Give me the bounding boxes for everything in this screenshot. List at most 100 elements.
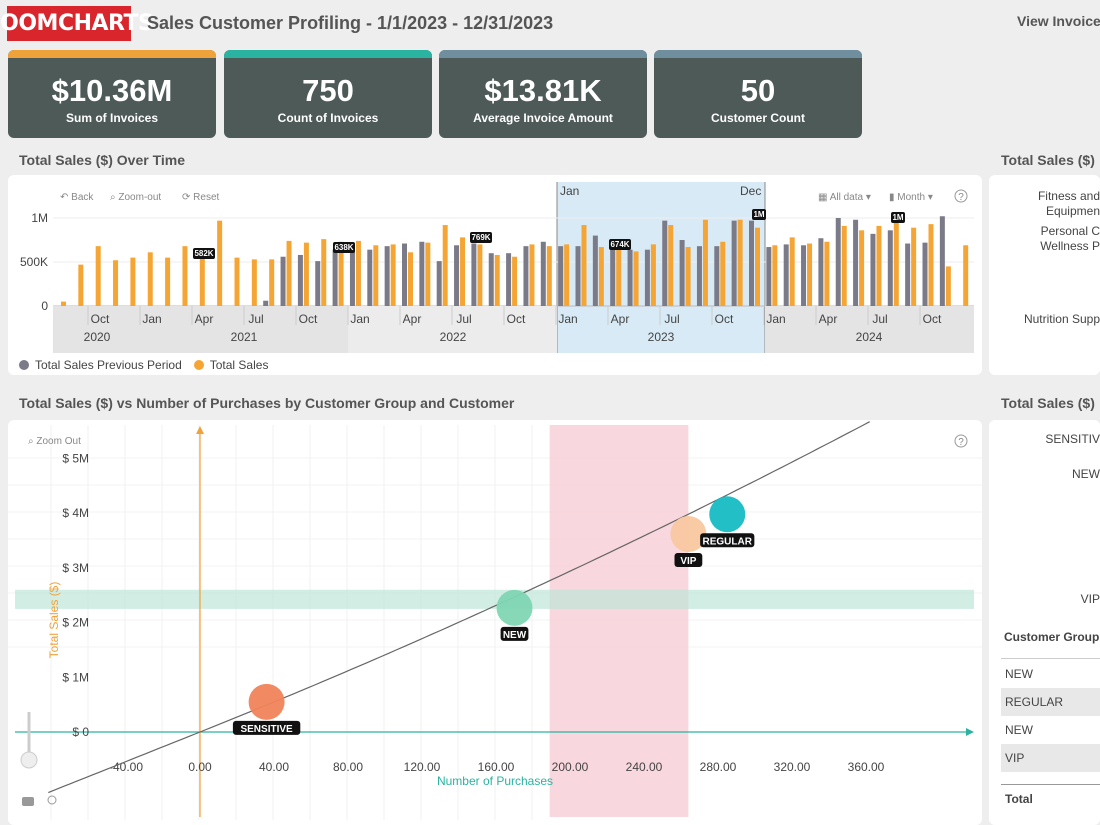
zoom-out-button[interactable]: ⌕ Zoom Out <box>28 436 81 447</box>
bar-current[interactable] <box>217 221 222 306</box>
table-row[interactable]: NEW <box>1001 660 1100 688</box>
x-range-band[interactable] <box>550 425 689 817</box>
bar-previous[interactable] <box>853 220 858 306</box>
zoom-out-button[interactable]: ⌕ Zoom-out <box>110 192 161 203</box>
bar-previous[interactable] <box>437 261 442 306</box>
bar-previous[interactable] <box>489 253 494 306</box>
bar-previous[interactable] <box>749 221 754 306</box>
legend-current[interactable]: Total Sales <box>210 358 269 372</box>
bar-current[interactable] <box>443 225 448 306</box>
bar-previous[interactable] <box>923 243 928 306</box>
bar-current[interactable] <box>651 244 656 306</box>
bar-current[interactable] <box>790 237 795 306</box>
scatter-panel[interactable]: ⌕ Zoom Out ? $ 5M $ 4M $ 3M $ 2M $ 1M $ 0 -40.… <box>8 420 982 825</box>
bar-current[interactable] <box>547 246 552 306</box>
bar-current[interactable] <box>703 220 708 306</box>
bar-current[interactable] <box>165 258 170 306</box>
bar-current[interactable] <box>911 228 916 306</box>
point-sensitive[interactable] <box>249 684 285 720</box>
bar-current[interactable] <box>477 244 482 306</box>
bar-previous[interactable] <box>628 250 633 306</box>
group-sensitive[interactable]: SENSITIV <box>1045 432 1100 447</box>
legend-previous[interactable]: Total Sales Previous Period <box>35 358 182 372</box>
bar-current[interactable] <box>963 245 968 306</box>
table-header-customer-group[interactable]: Customer Group <box>1004 630 1099 644</box>
back-button[interactable]: ↶ Back <box>60 192 94 203</box>
bar-current[interactable] <box>929 224 934 306</box>
bar-previous[interactable] <box>662 221 667 306</box>
bar-current[interactable] <box>634 251 639 306</box>
bar-current[interactable] <box>235 258 240 306</box>
bar-current[interactable] <box>512 257 517 306</box>
bar-current[interactable] <box>252 259 257 306</box>
bar-current[interactable] <box>130 258 135 306</box>
year-tick[interactable]: 2021 <box>231 330 258 344</box>
bar-previous[interactable] <box>732 221 737 306</box>
bar-previous[interactable] <box>471 244 476 306</box>
year-tick[interactable]: 2022 <box>440 330 467 344</box>
bar-previous[interactable] <box>558 246 563 306</box>
bar-current[interactable] <box>738 220 743 306</box>
bar-previous[interactable] <box>697 246 702 306</box>
bar-previous[interactable] <box>350 250 355 306</box>
table-row[interactable]: NEW <box>1001 716 1100 744</box>
bar-current[interactable] <box>755 228 760 306</box>
bar-current[interactable] <box>391 244 396 306</box>
bar-previous[interactable] <box>367 250 372 306</box>
category-fitness[interactable]: Fitness and Equipmen <box>995 189 1100 219</box>
bar-previous[interactable] <box>645 250 650 306</box>
bar-previous[interactable] <box>836 218 841 306</box>
group-vip[interactable]: VIP <box>1081 592 1100 607</box>
bar-previous[interactable] <box>506 253 511 306</box>
bar-current[interactable] <box>529 244 534 306</box>
table-row[interactable]: REGULAR <box>1001 688 1100 716</box>
timeline-chart[interactable]: Jan Dec 1M 500K 0 582K 638K 769K 674K 1M 1M ↶… <box>8 175 982 375</box>
scatter-chart[interactable]: ⌕ Zoom Out ? $ 5M $ 4M $ 3M $ 2M $ 1M $ 0 -40.… <box>8 420 982 825</box>
year-tick[interactable]: 2020 <box>84 330 111 344</box>
bar-current[interactable] <box>148 252 153 306</box>
bar-previous[interactable] <box>680 240 685 306</box>
month-dropdown[interactable]: ▮ Month ▾ <box>889 192 933 203</box>
bar-previous[interactable] <box>281 257 286 306</box>
bar-current[interactable] <box>599 247 604 306</box>
bar-current[interactable] <box>946 266 951 306</box>
bar-current[interactable] <box>78 265 83 306</box>
category-personal[interactable]: Personal C Wellness P <box>995 224 1100 254</box>
bar-previous[interactable] <box>315 261 320 306</box>
bar-current[interactable] <box>824 242 829 306</box>
bar-previous[interactable] <box>298 255 303 306</box>
bar-current[interactable] <box>373 245 378 306</box>
bar-current[interactable] <box>842 226 847 306</box>
bar-previous[interactable] <box>870 234 875 306</box>
bar-current[interactable] <box>269 259 274 306</box>
bar-previous[interactable] <box>818 238 823 306</box>
right-bottom-panel[interactable]: SENSITIV NEW VIP Customer Group NEW REGU… <box>989 420 1100 825</box>
bar-previous[interactable] <box>385 246 390 306</box>
bar-current[interactable] <box>616 244 621 306</box>
bar-previous[interactable] <box>940 216 945 306</box>
lasso-icon[interactable] <box>48 796 56 804</box>
bar-current[interactable] <box>182 246 187 306</box>
bar-previous[interactable] <box>610 241 615 306</box>
bar-current[interactable] <box>894 222 899 306</box>
bar-previous[interactable] <box>593 236 598 306</box>
bar-current[interactable] <box>356 241 361 306</box>
bar-current[interactable] <box>772 245 777 306</box>
bar-current[interactable] <box>495 255 500 306</box>
bar-previous[interactable] <box>419 242 424 306</box>
bar-current[interactable] <box>425 243 430 306</box>
category-nutrition[interactable]: Nutrition Supp <box>990 312 1100 327</box>
bar-current[interactable] <box>200 258 205 306</box>
bar-previous[interactable] <box>905 244 910 306</box>
bar-current[interactable] <box>876 226 881 306</box>
bar-previous[interactable] <box>333 250 338 306</box>
bar-previous[interactable] <box>784 244 789 306</box>
year-tick[interactable]: 2024 <box>856 330 883 344</box>
bar-previous[interactable] <box>801 245 806 306</box>
bar-current[interactable] <box>720 242 725 306</box>
reset-button[interactable]: ⟳ Reset <box>182 192 220 203</box>
bar-previous[interactable] <box>402 244 407 306</box>
point-vip[interactable] <box>670 516 706 552</box>
table-row[interactable]: VIP <box>1001 744 1100 772</box>
bar-current[interactable] <box>304 243 309 306</box>
